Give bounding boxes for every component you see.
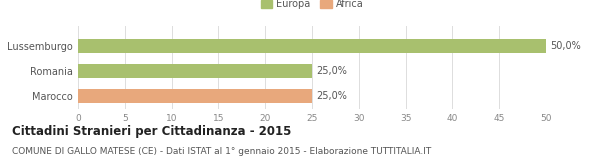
Bar (78, 64, 312, 78)
Text: Cittadini Stranieri per Cittadinanza - 2015: Cittadini Stranieri per Cittadinanza - 2… (12, 125, 292, 138)
Bar (78, 39, 546, 53)
Text: 50,0%: 50,0% (551, 41, 581, 51)
Legend: Europa, Africa: Europa, Africa (257, 0, 367, 13)
Text: 25,0%: 25,0% (317, 91, 347, 101)
Text: COMUNE DI GALLO MATESE (CE) - Dati ISTAT al 1° gennaio 2015 - Elaborazione TUTTI: COMUNE DI GALLO MATESE (CE) - Dati ISTAT… (12, 147, 431, 156)
Bar (78, 89, 312, 103)
Text: 25,0%: 25,0% (317, 66, 347, 76)
